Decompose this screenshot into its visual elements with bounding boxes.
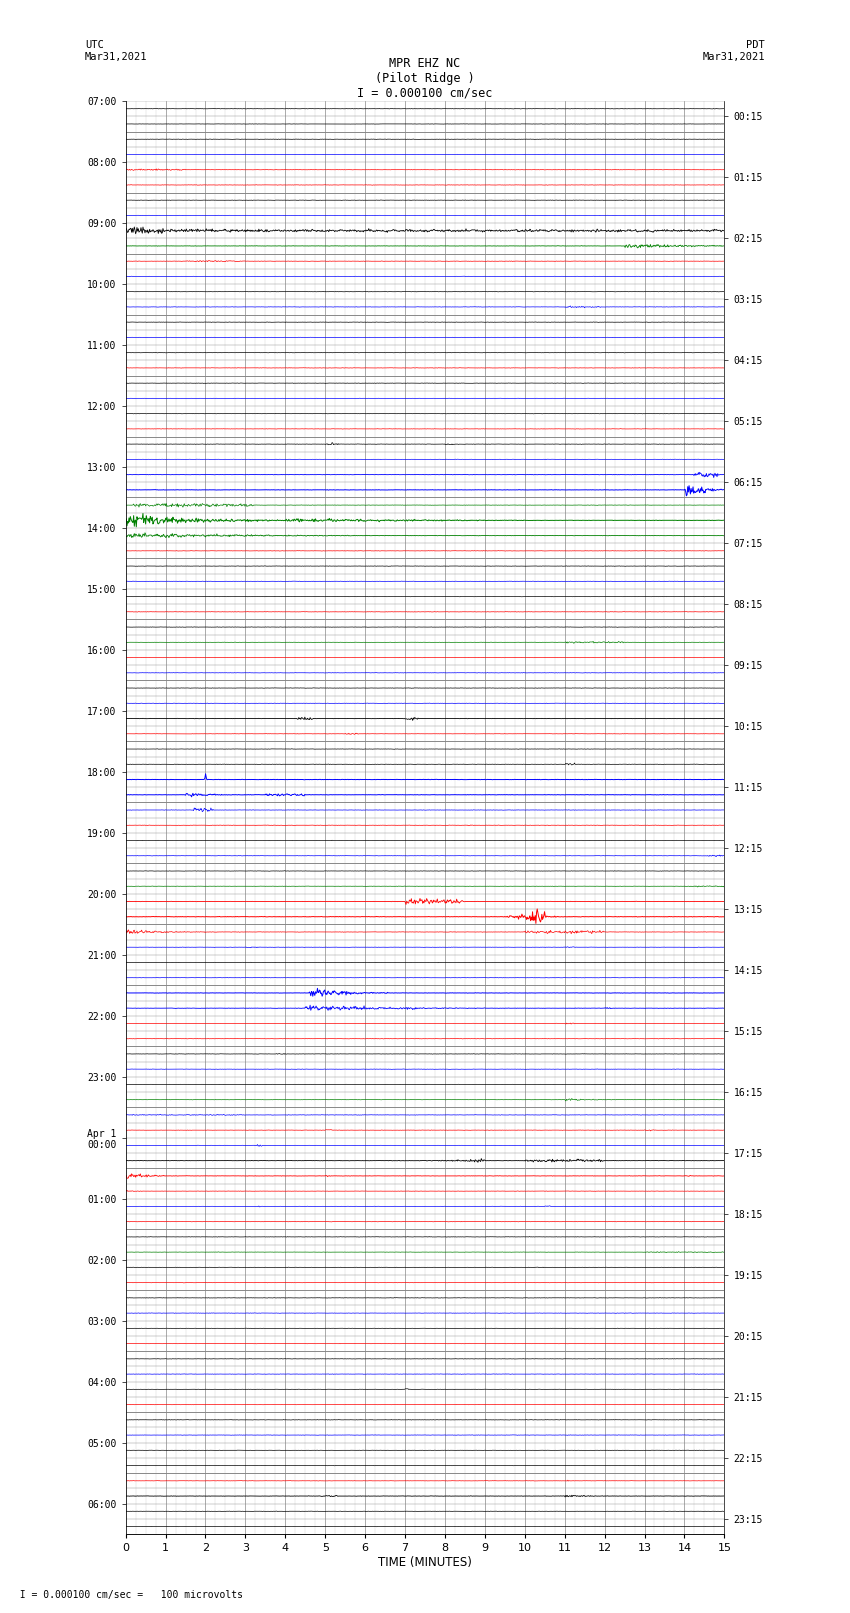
Text: UTC
Mar31,2021: UTC Mar31,2021 bbox=[85, 40, 148, 61]
Text: I = 0.000100 cm/sec =   100 microvolts: I = 0.000100 cm/sec = 100 microvolts bbox=[8, 1590, 243, 1600]
X-axis label: TIME (MINUTES): TIME (MINUTES) bbox=[378, 1557, 472, 1569]
Title: MPR EHZ NC
(Pilot Ridge )
I = 0.000100 cm/sec: MPR EHZ NC (Pilot Ridge ) I = 0.000100 c… bbox=[357, 56, 493, 100]
Text: PDT
Mar31,2021: PDT Mar31,2021 bbox=[702, 40, 765, 61]
